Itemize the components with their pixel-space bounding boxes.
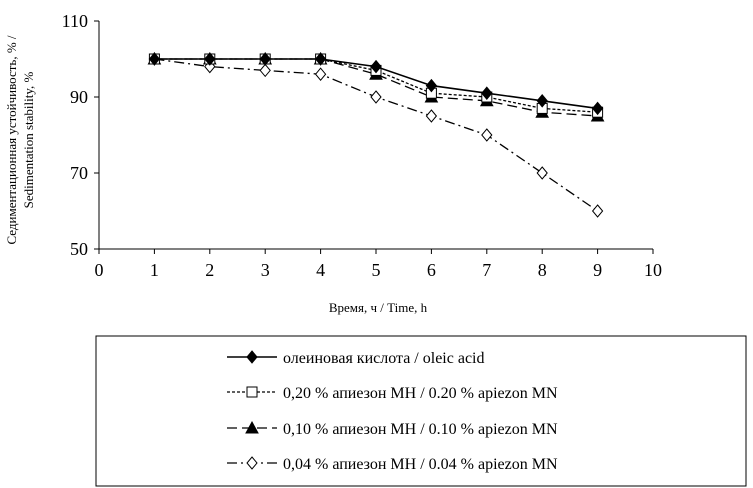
legend-item-2: 0,20 % апиезон МН / 0.20 % apiezon MN: [227, 385, 558, 402]
legend: олеиновая кислота / oleic acid 0,20 % апи…: [95, 335, 747, 487]
legend-item-3: 0,10 % апиезон МН / 0.10 % apiezon MN: [227, 420, 558, 438]
legend-label: 0,20 % апиезон МН / 0.20 % apiezon MN: [283, 385, 558, 402]
series-4-line: [154, 58, 598, 212]
legend-swatch-marker: [245, 420, 259, 434]
series-1-point: [536, 94, 548, 108]
series-3-line: [154, 58, 598, 117]
x-tick-label: 2: [205, 260, 214, 280]
x-tick-label: 10: [644, 260, 662, 280]
series-1-point: [370, 59, 382, 74]
x-axis-title: Время, ч / Time, h: [329, 300, 428, 315]
x-tick-label: 4: [316, 260, 325, 280]
series-4-point: [425, 109, 438, 123]
x-tick-label: 9: [593, 260, 602, 280]
series-1-point: [481, 86, 493, 100]
x-ticks: 0 1 2 3 4 5 6 7 8 9 10: [95, 249, 662, 280]
y-tick-label: 90: [70, 87, 88, 107]
series-layer: [147, 51, 605, 218]
legend-item-4: 0,04 % апиезон МН / 0.04 % apiezon MN: [227, 456, 558, 473]
series-1-point: [314, 52, 327, 66]
legend-swatch-marker: [246, 350, 258, 364]
x-tick-label: 3: [261, 260, 270, 280]
y-axis-title-line-1: Седиментационная устойчивость, % /: [4, 35, 19, 244]
series-4-point: [536, 166, 548, 180]
legend-swatch-marker: [246, 386, 258, 398]
legend-label: 0,10 % апиезон МН / 0.10 % apiezon MN: [283, 421, 558, 438]
series-1-point: [259, 52, 271, 66]
legend-items: олеиновая кислота / oleic acid 0,20 % апи…: [227, 350, 558, 473]
series-1-point: [591, 101, 604, 116]
y-tick-label: 110: [62, 11, 88, 31]
legend-swatch-marker: [246, 456, 258, 470]
x-tick-label: 5: [372, 260, 381, 280]
series-4: [148, 52, 604, 218]
series-1: [148, 52, 604, 116]
legend-box: [95, 335, 747, 487]
series-4-point: [259, 63, 271, 78]
series-4-point: [314, 67, 327, 81]
series-1-point: [425, 78, 438, 93]
x-tick-label: 1: [150, 260, 159, 280]
y-tick-label: 50: [70, 239, 88, 259]
plot-area: 0 1 2 3 4 5 6 7 8 9 10 50 70 90 110: [62, 11, 662, 280]
legend-label: олеиновая кислота / oleic acid: [283, 350, 485, 367]
series-1-point: [204, 52, 216, 66]
x-tick-label: 8: [538, 260, 547, 280]
x-tick-label: 7: [482, 260, 491, 280]
series-4-point: [591, 204, 604, 218]
series-4-point: [370, 90, 382, 104]
x-tick-label: 6: [427, 260, 436, 280]
series-4-point: [481, 128, 493, 142]
legend-item-1: олеиновая кислота / oleic acid: [227, 350, 485, 367]
y-axis-title-line-2: Sedimentation stability, %: [21, 71, 36, 208]
y-tick-label: 70: [70, 163, 88, 183]
legend-label: 0,04 % апиезон МН / 0.04 % apiezon MN: [283, 456, 558, 473]
y-ticks: 50 70 90 110: [62, 11, 99, 259]
series-1-point: [148, 52, 161, 66]
x-tick-label: 0: [95, 260, 104, 280]
